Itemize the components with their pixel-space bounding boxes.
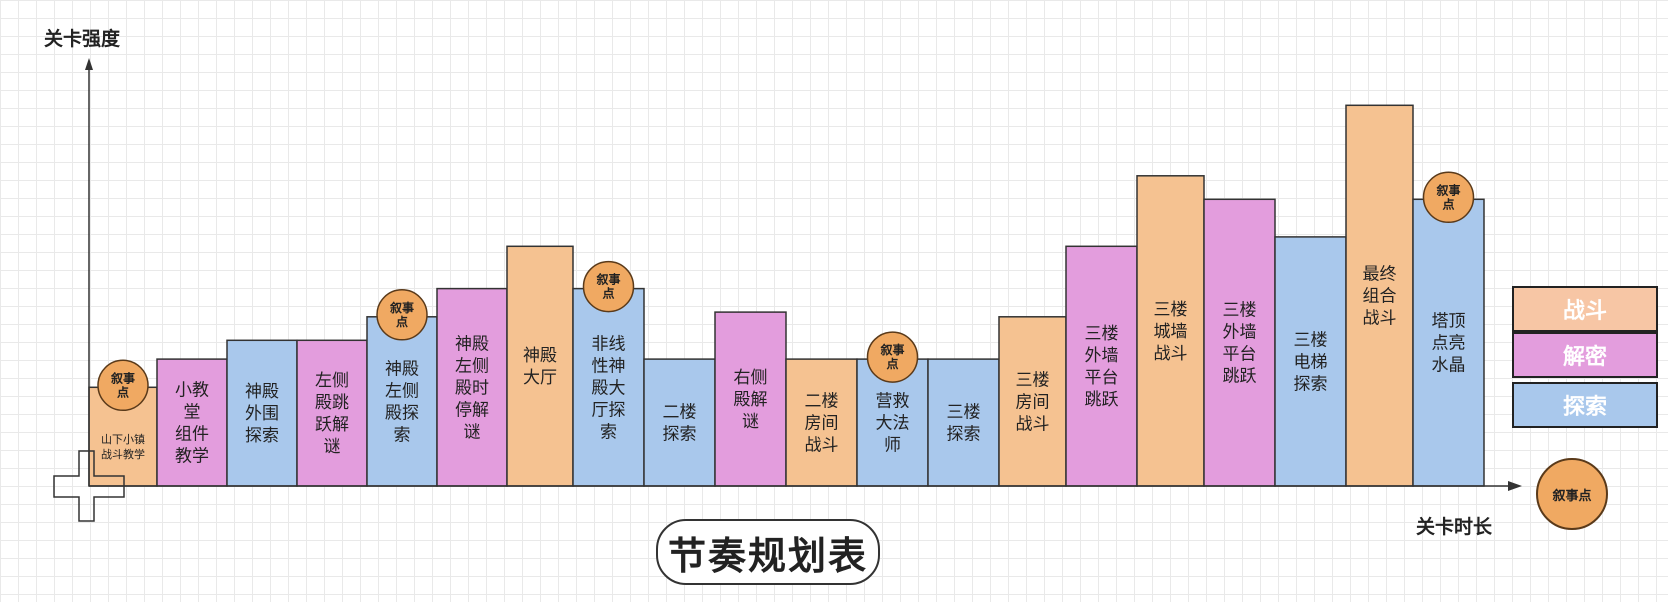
narrative-label-12: 叙事点 — [879, 342, 904, 371]
bar-label-6: 神殿左侧殿时停解谜 — [455, 334, 489, 442]
bar-14 — [998, 316, 1067, 487]
legend-item-explore: 探索 — [1512, 382, 1658, 428]
bar-4 — [296, 339, 368, 487]
bar-3 — [226, 339, 298, 487]
bar-10 — [714, 311, 787, 487]
narrative-point-5 — [376, 289, 428, 341]
narrative-label-5: 叙事点 — [389, 300, 414, 329]
bar-label-18: 三楼电梯探索 — [1294, 330, 1328, 394]
legend-item-combat: 战斗 — [1512, 286, 1658, 332]
bar-label-15: 三楼外墙平台跳跃 — [1085, 324, 1119, 410]
bar-label-2: 小教堂组件教学 — [175, 381, 209, 467]
bar-label-19: 最终组合战斗 — [1363, 265, 1397, 329]
bar-2 — [156, 358, 228, 487]
bar-13 — [927, 358, 1000, 487]
bar-label-14: 三楼房间战斗 — [1016, 370, 1050, 434]
bar-5 — [366, 316, 438, 487]
bar-label-17: 三楼外墙平台跳跃 — [1223, 301, 1257, 387]
page-title: 节奏规划表 — [656, 519, 880, 585]
legend-item-puzzle: 解密 — [1512, 332, 1658, 378]
bar-15 — [1065, 245, 1138, 487]
bar-label-11: 二楼房间战斗 — [805, 392, 839, 456]
narrative-point-legend: 叙事点 — [1536, 458, 1608, 530]
narrative-point-12 — [866, 331, 919, 383]
bar-9 — [643, 358, 716, 487]
bar-label-4: 左侧殿跳跃解谜 — [315, 371, 349, 457]
bar-label-12: 营救大法师 — [876, 392, 910, 456]
y-axis-arrow — [85, 58, 93, 70]
bar-label-1: 山下小镇战斗教学 — [101, 432, 145, 461]
bar-label-16: 三楼城墙战斗 — [1154, 300, 1188, 364]
bar-label-10: 右侧殿解谜 — [734, 368, 768, 432]
narrative-label-1: 叙事点 — [110, 370, 135, 399]
narrative-label-8: 叙事点 — [595, 272, 620, 301]
bar-label-8: 非线性神殿大厅探索 — [592, 334, 626, 442]
narrative-point-20 — [1422, 171, 1475, 224]
bar-8 — [572, 287, 645, 487]
narrative-point-1 — [97, 359, 149, 412]
bar-label-7: 神殿大厅 — [523, 346, 557, 388]
y-axis-title: 关卡强度 — [44, 28, 121, 50]
origin-marker — [53, 450, 125, 522]
narrative-label-20: 叙事点 — [1435, 182, 1460, 211]
bar-7 — [506, 245, 574, 487]
bar-label-9: 二楼探索 — [663, 403, 697, 445]
bar-6 — [436, 287, 508, 487]
bar-label-5: 神殿左侧殿探索 — [385, 359, 419, 445]
x-axis-title: 关卡时长 — [1416, 516, 1493, 538]
bar-label-20: 塔顶点亮水晶 — [1432, 312, 1466, 376]
bar-label-13: 三楼探索 — [947, 403, 981, 445]
bar-17 — [1203, 198, 1276, 487]
bar-label-3: 神殿外围探索 — [245, 382, 279, 446]
x-axis-arrow — [1508, 481, 1522, 491]
narrative-point-8 — [582, 260, 635, 313]
